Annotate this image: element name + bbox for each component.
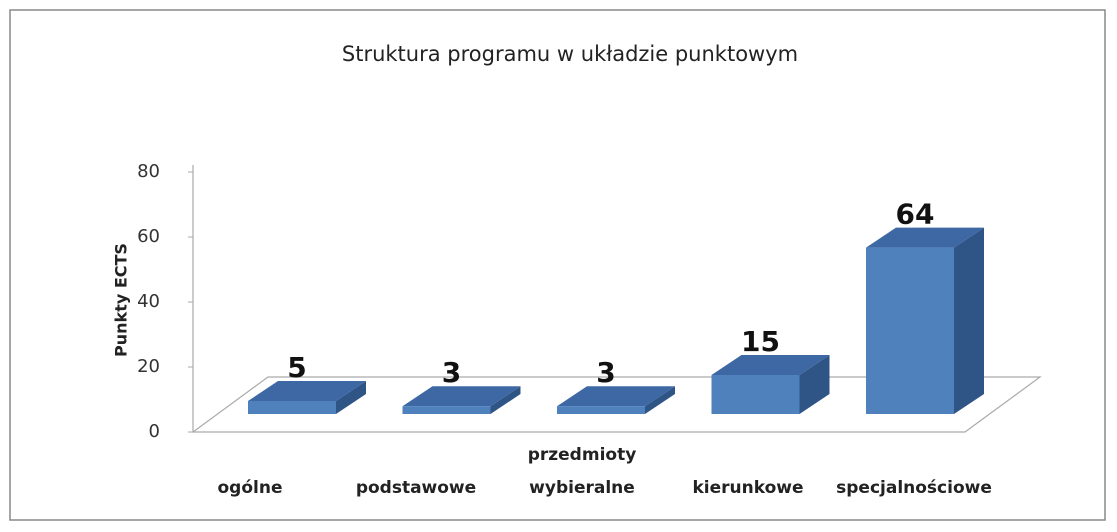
bar-front bbox=[557, 406, 645, 414]
data-label: 5 bbox=[287, 351, 306, 384]
x-tick-label: kierunkowe bbox=[692, 478, 804, 498]
bar-top bbox=[866, 227, 984, 248]
y-tick-label: 0 bbox=[149, 421, 160, 442]
floor bbox=[191, 376, 1042, 433]
bar-top bbox=[248, 381, 366, 401]
bar bbox=[248, 381, 366, 414]
bar-front bbox=[866, 247, 954, 414]
bar-top bbox=[402, 386, 521, 407]
data-label: 3 bbox=[596, 356, 615, 389]
bar-side bbox=[336, 381, 366, 414]
x-tick-label: podstawowe bbox=[355, 478, 477, 498]
data-label: 3 bbox=[442, 356, 461, 389]
x-tick-label: specjalnościowe bbox=[836, 478, 992, 498]
y-tick-label: 60 bbox=[137, 226, 160, 247]
data-label: 15 bbox=[741, 325, 780, 358]
y-axis-label: Punkty ECTS bbox=[112, 243, 131, 357]
bar-front bbox=[248, 401, 336, 414]
chart-title: Struktura programu w układzie punktowym bbox=[342, 42, 798, 66]
bar-front bbox=[402, 406, 491, 414]
x-tick-label: ogólne bbox=[217, 478, 283, 498]
y-tick-label: 80 bbox=[137, 161, 160, 182]
x-tick-label: przedmioty wybieralne bbox=[527, 445, 637, 498]
bar bbox=[711, 355, 830, 414]
bar-top bbox=[711, 355, 830, 375]
y-tick-label: 40 bbox=[137, 291, 160, 312]
bar-side bbox=[490, 386, 521, 414]
data-label: 64 bbox=[896, 198, 935, 231]
y-tick-label: 20 bbox=[137, 356, 160, 377]
bar-top bbox=[557, 386, 675, 407]
bar-side bbox=[645, 386, 675, 414]
bar-side bbox=[799, 355, 830, 414]
bar-side bbox=[954, 227, 984, 414]
bar bbox=[402, 386, 521, 414]
bar bbox=[866, 227, 984, 414]
bar-front bbox=[711, 375, 800, 414]
bar bbox=[557, 386, 675, 414]
